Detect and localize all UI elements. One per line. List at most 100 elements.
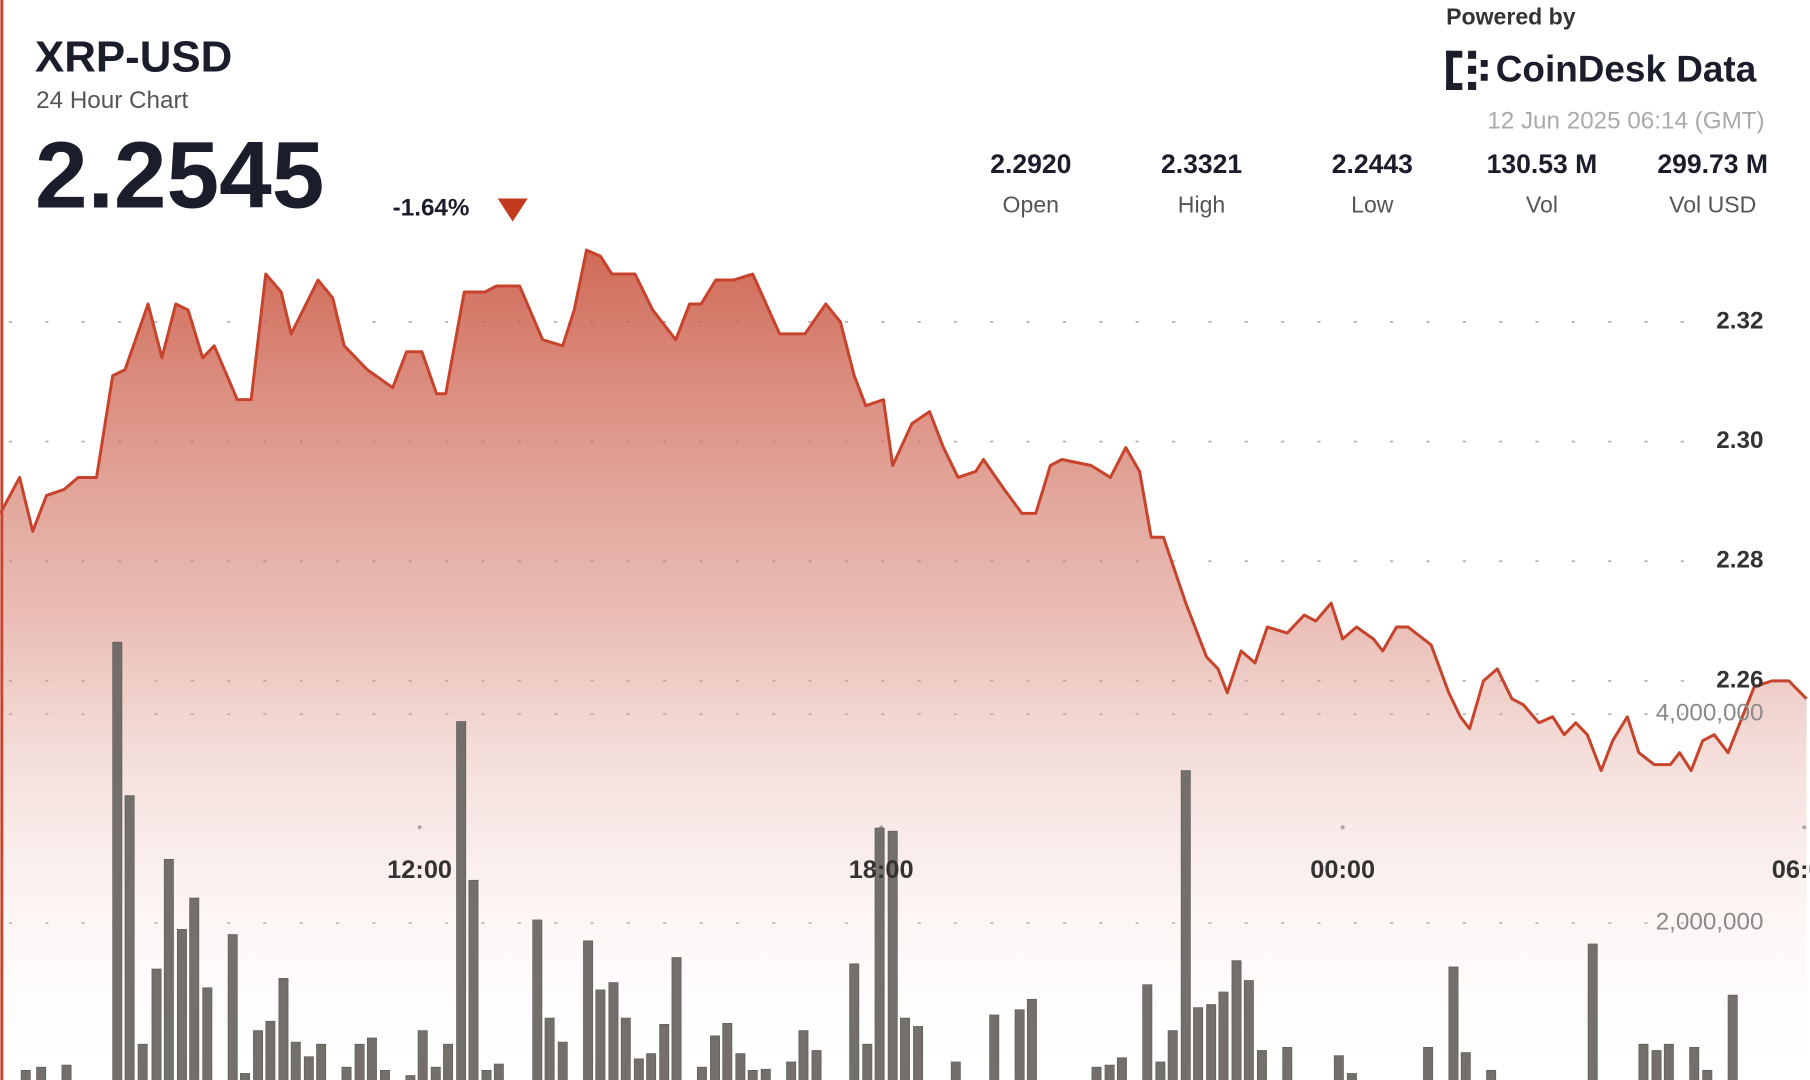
volume-bar xyxy=(532,919,543,1080)
change: -1.64% xyxy=(393,194,470,221)
volume-bar xyxy=(36,1066,47,1080)
volume-bar xyxy=(481,1069,492,1080)
volume-bar xyxy=(735,1053,746,1080)
volume-bar xyxy=(583,940,594,1080)
volume-bar xyxy=(112,641,123,1080)
volume-bar xyxy=(1346,1073,1357,1080)
down-arrow xyxy=(497,198,528,222)
volume-bar xyxy=(468,879,479,1080)
volume-bar xyxy=(913,1026,924,1080)
volume-bar xyxy=(253,1030,264,1080)
volume-bar xyxy=(950,1061,961,1080)
stat-value: 299.73 M xyxy=(1657,149,1768,179)
volume-bar xyxy=(874,827,885,1080)
stat-value: 2.2920 xyxy=(990,149,1071,179)
y-tick-label: 4,000,000 xyxy=(1656,700,1764,727)
y-tick-label: 2.26 xyxy=(1716,666,1763,693)
subtitle: 24 Hour Chart xyxy=(36,87,188,114)
volume-bar xyxy=(227,934,238,1080)
y-tick-label: 2,000,000 xyxy=(1656,908,1764,935)
volume-bar xyxy=(1104,1064,1115,1080)
volume-bar xyxy=(176,928,187,1080)
volume-bar xyxy=(557,1041,568,1080)
stat-label: Low xyxy=(1351,192,1394,218)
volume-bar xyxy=(659,1024,670,1080)
stat-label: High xyxy=(1178,192,1225,218)
volume-bar xyxy=(1142,984,1153,1080)
header: XRP-USD 24 Hour Chart 2.2545 -1.64% Powe… xyxy=(35,4,1765,229)
volume-bar xyxy=(124,795,135,1080)
volume-bars xyxy=(20,641,1738,1080)
volume-bar xyxy=(61,1064,72,1080)
volume-bar xyxy=(1638,1043,1649,1080)
price-area xyxy=(0,250,1807,1080)
brand-logo xyxy=(1446,50,1488,90)
y-tick-label: 2.28 xyxy=(1716,547,1763,574)
title: XRP-USD xyxy=(35,33,232,82)
volume-bar xyxy=(1702,1069,1713,1080)
volume-bar xyxy=(760,1068,771,1080)
powered-by: Powered by xyxy=(1446,4,1576,30)
y-tick-label: 2.32 xyxy=(1716,307,1763,334)
volume-bar xyxy=(456,721,467,1080)
volume-bar xyxy=(1026,998,1037,1080)
volume-bar xyxy=(380,1069,390,1080)
volume-bar xyxy=(405,1075,416,1080)
volume-bar xyxy=(316,1043,327,1080)
volume-bar xyxy=(341,1066,352,1080)
volume-bar xyxy=(1218,991,1229,1080)
volume-bar xyxy=(811,1050,822,1080)
axis-labels: 2.26 2.28 2.30 2.32 12:00 18:00 00:00 06:00 2,00… xyxy=(387,307,1810,935)
volume-bar xyxy=(1448,966,1459,1080)
area-layer xyxy=(0,248,1808,1080)
volume-bar xyxy=(595,989,606,1080)
volume-bar xyxy=(1155,1061,1166,1080)
volume-bar xyxy=(798,1030,809,1080)
volume-bar xyxy=(417,1030,428,1080)
stat-value: 130.53 M xyxy=(1487,149,1598,179)
x-tick-label: 00:00 xyxy=(1310,856,1375,884)
volume-bar xyxy=(290,1041,301,1080)
brand-name: CoinDesk Data xyxy=(1496,48,1757,89)
volume-bar xyxy=(900,1017,910,1080)
volume-bar xyxy=(1333,1055,1344,1080)
volume-bar xyxy=(722,1022,733,1080)
volume-bar xyxy=(1689,1046,1700,1080)
volume-bar xyxy=(493,1063,504,1080)
volume-bar xyxy=(202,987,213,1080)
volume-bar xyxy=(710,1035,720,1080)
volume-bar xyxy=(1206,1004,1217,1080)
volume-bar xyxy=(1193,1007,1204,1080)
volume-bar xyxy=(1091,1066,1102,1080)
plot-area: 2.26 2.28 2.30 2.32 12:00 18:00 00:00 06:00 2,00… xyxy=(0,248,1810,1080)
volume-bar xyxy=(1243,980,1254,1080)
volume-bar xyxy=(1460,1052,1471,1080)
volume-bar xyxy=(354,1043,365,1080)
volume-bar xyxy=(430,1066,441,1080)
volume-bar xyxy=(1423,1046,1434,1080)
volume-bar xyxy=(887,830,898,1080)
volume-bar xyxy=(1486,1069,1497,1080)
volume-bar xyxy=(646,1053,657,1080)
volume-bar xyxy=(1727,994,1738,1080)
volume-bar xyxy=(1116,1057,1127,1080)
stat-label: Vol xyxy=(1526,192,1558,218)
volume-bar xyxy=(1256,1050,1267,1080)
volume-bar xyxy=(1231,960,1242,1080)
left-edge xyxy=(0,0,4,1080)
volume-bar xyxy=(1014,1009,1025,1080)
x-tick-label: 06:00 xyxy=(1772,856,1810,884)
volume-bar xyxy=(278,978,289,1080)
volume-bar xyxy=(544,1017,555,1080)
volume-bar xyxy=(747,1069,758,1080)
volume-bar xyxy=(189,897,200,1080)
x-tick-label: 18:00 xyxy=(849,856,914,884)
stat-value: 2.3321 xyxy=(1161,149,1242,179)
stat-value: 2.2443 xyxy=(1332,149,1413,179)
stat-label: Vol USD xyxy=(1669,192,1756,218)
volume-bar xyxy=(1167,1030,1178,1080)
volume-bar xyxy=(240,1073,250,1080)
volume-bar xyxy=(366,1037,377,1080)
